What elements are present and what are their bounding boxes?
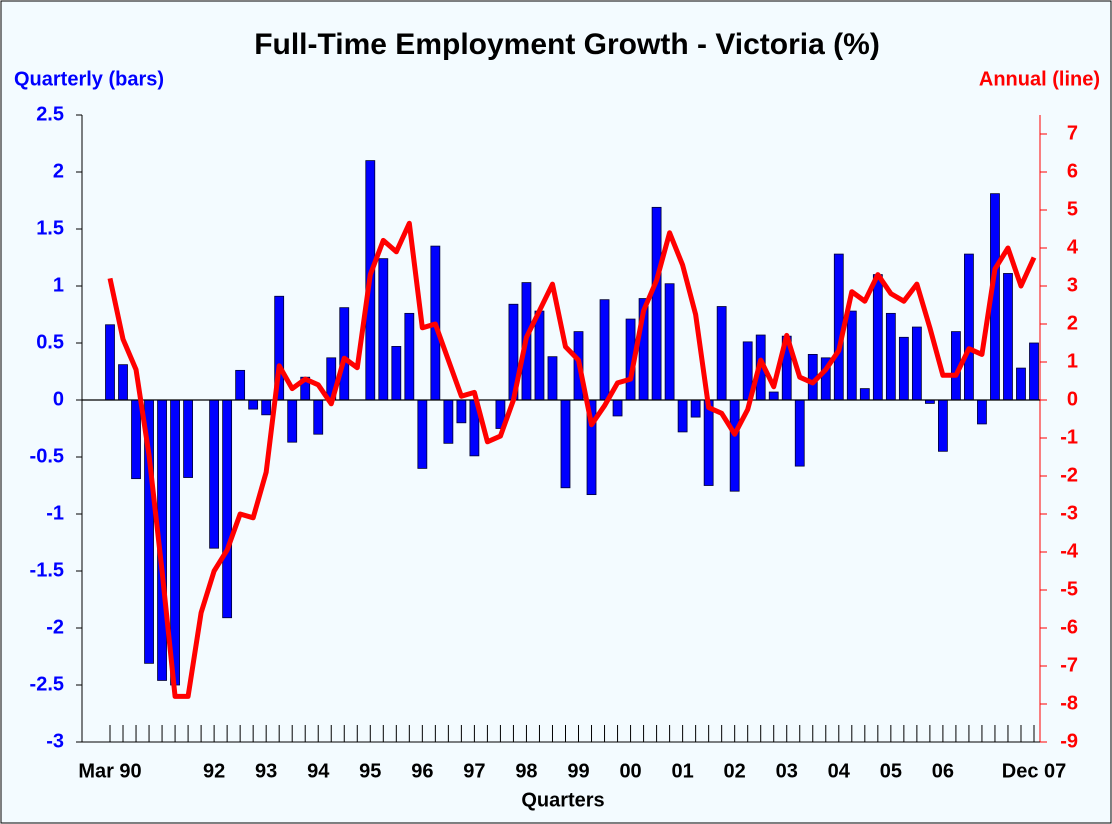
bar <box>846 310 857 401</box>
y-tick-label: -0.5 <box>30 445 64 467</box>
bar <box>443 399 454 444</box>
x-tick-label: 04 <box>828 760 851 782</box>
line <box>107 220 1037 699</box>
bar <box>911 326 922 401</box>
bar <box>664 283 675 401</box>
x-tick-label: 95 <box>359 760 381 782</box>
bar <box>1016 367 1026 401</box>
bar <box>534 310 545 401</box>
bar <box>977 399 987 425</box>
x-tick-label: 94 <box>307 760 330 782</box>
x-tick-label: 02 <box>724 760 746 782</box>
bar <box>547 356 558 401</box>
x-tick-label: 00 <box>619 760 641 782</box>
x-tick-label: 06 <box>932 760 954 782</box>
y-tick-label: 0.5 <box>36 331 64 353</box>
bar <box>417 399 428 469</box>
y2-tick-label: 5 <box>1067 198 1078 220</box>
y2-tick-label: -2 <box>1060 464 1078 486</box>
x-tick-label: 98 <box>515 760 537 782</box>
x-tick-label: 97 <box>463 760 485 782</box>
bar <box>872 274 883 401</box>
bar <box>651 206 662 401</box>
bar <box>885 312 896 401</box>
bar <box>118 364 128 401</box>
bar <box>729 399 740 492</box>
x-tick-label: 99 <box>567 760 589 782</box>
y-tick-label: -1.5 <box>30 559 64 581</box>
y-tick-label: 2 <box>53 160 64 182</box>
y2-tick-label: 0 <box>1067 388 1078 410</box>
x-axis-title: Quarters <box>521 789 604 811</box>
x-tick-label: 96 <box>411 760 433 782</box>
bar <box>222 399 233 619</box>
bar <box>339 307 350 401</box>
y2-tick-label: 4 <box>1067 236 1079 258</box>
y2-tick-label: 7 <box>1067 122 1078 144</box>
y-tick-label: 1 <box>53 274 64 296</box>
bar <box>391 346 402 401</box>
chart-title: Full-Time Employment Growth - Victoria (… <box>254 28 880 61</box>
y2-tick-label: -3 <box>1060 502 1078 524</box>
y2-tick-label: 2 <box>1067 312 1078 334</box>
y-tick-label: -3 <box>46 730 64 752</box>
bar <box>1003 273 1013 401</box>
bar <box>690 399 701 418</box>
x-tick-label: Mar 90 <box>78 760 141 782</box>
bar <box>560 399 571 489</box>
bar <box>131 399 141 480</box>
bar <box>248 399 259 410</box>
bar <box>703 399 714 486</box>
bar <box>768 391 779 401</box>
bar <box>404 312 415 401</box>
bar <box>378 258 389 401</box>
y2-tick-label: -1 <box>1060 426 1078 448</box>
y-tick-label: -2 <box>46 616 64 638</box>
y2-tick-label: -7 <box>1060 654 1078 676</box>
bar <box>261 399 272 416</box>
y2-tick-label: 1 <box>1067 350 1078 372</box>
y2-tick-label: 3 <box>1067 274 1078 296</box>
bar <box>612 399 623 417</box>
bar <box>898 336 909 401</box>
x-tick-label: 92 <box>203 760 225 782</box>
y-tick-label: 2.5 <box>36 103 64 125</box>
bar <box>235 369 246 401</box>
y2-tick-label: -6 <box>1060 616 1078 638</box>
bar <box>287 399 298 443</box>
bar <box>716 306 727 401</box>
bar <box>209 399 220 549</box>
bar <box>599 299 610 401</box>
y2-tick-label: -5 <box>1060 578 1078 600</box>
bar <box>183 399 193 478</box>
x-tick-label: 03 <box>776 760 798 782</box>
y2-axis-title: Annual (line) <box>979 68 1100 90</box>
bar <box>938 399 948 452</box>
bar <box>794 399 805 467</box>
bar <box>456 399 467 424</box>
bar <box>313 399 324 435</box>
y2-tick-label: 6 <box>1067 160 1078 182</box>
y-tick-label: 0 <box>53 388 64 410</box>
bar <box>105 324 115 401</box>
bar <box>677 399 688 433</box>
bar <box>1029 342 1039 401</box>
bar <box>964 253 974 401</box>
x-tick-label: 93 <box>255 760 277 782</box>
y2-tick-label: -4 <box>1060 540 1079 562</box>
y-tick-label: -1 <box>46 502 64 524</box>
y2-tick-label: -9 <box>1060 730 1078 752</box>
y2-tick-label: -8 <box>1060 692 1078 714</box>
x-tick-label: Dec 07 <box>1002 760 1067 782</box>
x-tick-label: 05 <box>880 760 902 782</box>
y-axis-title: Quarterly (bars) <box>14 68 164 90</box>
y-tick-label: 1.5 <box>36 217 64 239</box>
x-tick-label: 01 <box>671 760 693 782</box>
bar <box>859 388 870 401</box>
y-tick-label: -2.5 <box>30 673 64 695</box>
